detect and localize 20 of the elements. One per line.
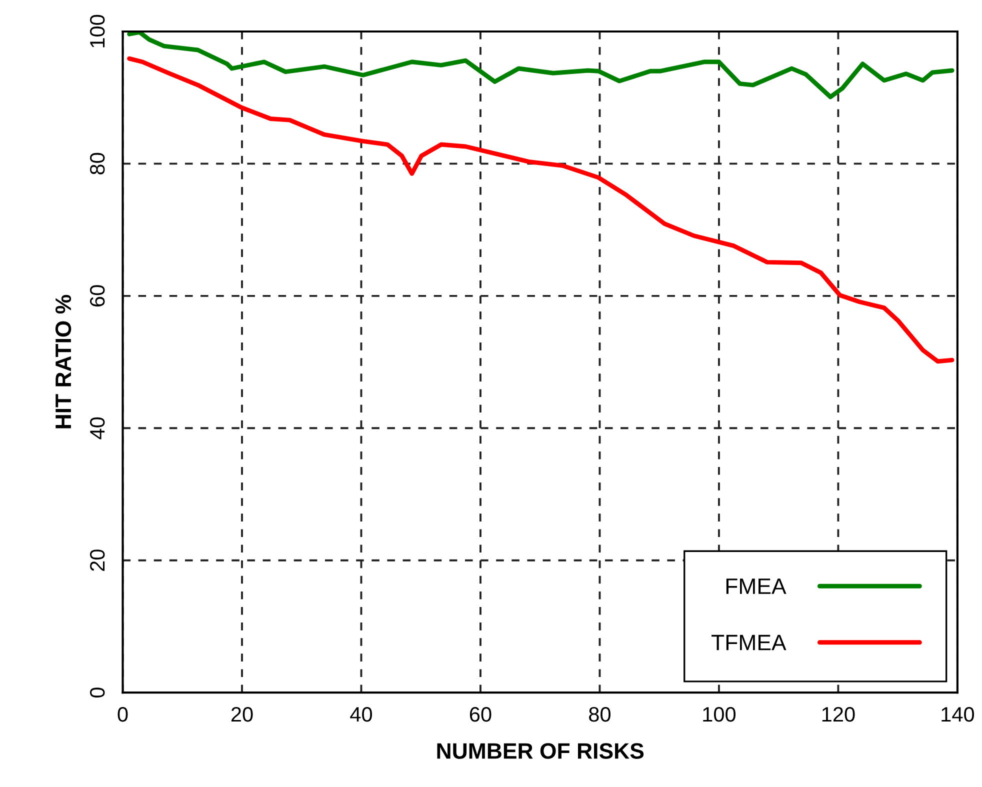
y-tick-label: 20 (90, 550, 105, 571)
x-tick-label: 100 (703, 707, 736, 722)
line-series (127, 31, 954, 100)
legend-label: FMEA (726, 578, 786, 594)
y-axis-title: HIT RATIO % (55, 294, 72, 428)
y-tick-label: 0 (90, 688, 105, 698)
legend-label: TFMEA (712, 634, 786, 650)
x-axis-title: NUMBER OF RISKS (437, 743, 644, 759)
y-tick-label: 60 (90, 285, 105, 306)
x-tick-label: 20 (231, 707, 253, 722)
x-tick-label: 40 (350, 707, 372, 722)
y-tick-label: 100 (90, 14, 105, 48)
x-tick-label: 60 (470, 707, 492, 722)
x-tick-label: 0 (118, 707, 128, 722)
x-tick-label: 120 (822, 707, 855, 722)
y-tick-label: 80 (90, 152, 105, 174)
line-series (127, 56, 954, 364)
x-tick-label: 80 (589, 707, 610, 722)
x-tick-label: 140 (942, 707, 974, 722)
y-tick-label: 40 (90, 417, 105, 440)
